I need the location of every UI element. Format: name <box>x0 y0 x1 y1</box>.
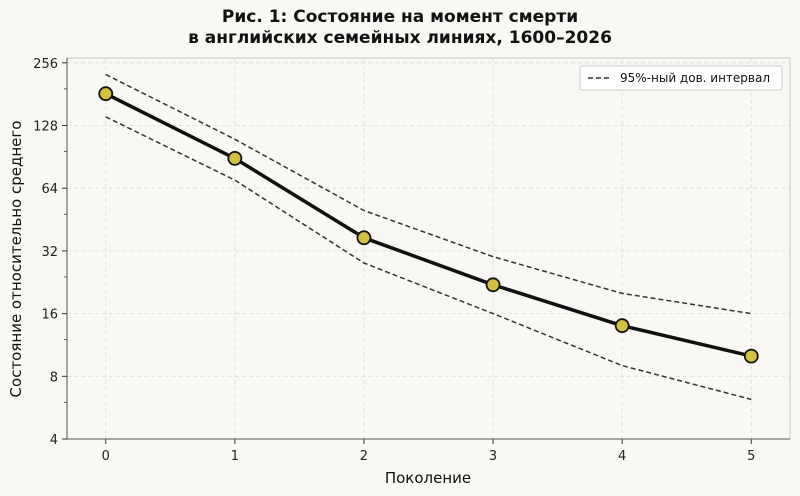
chart-title-line-2: в английских семейных линиях, 1600–2026 <box>188 28 612 48</box>
axes: 0 1 2 3 4 5 4 8 16 32 64 128 256 <box>33 57 790 464</box>
x-tick-label: 5 <box>747 449 755 464</box>
x-tick-label: 0 <box>102 449 110 464</box>
y-tick-label: 16 <box>41 308 58 323</box>
series-line-ci_upper <box>105 73 752 315</box>
x-tick-label: 3 <box>489 449 497 464</box>
x-axis-label: Поколение <box>385 469 471 487</box>
x-tick-label: 2 <box>360 449 368 464</box>
legend-box <box>579 65 783 91</box>
data-point <box>356 230 372 246</box>
chart-title: Рис. 1: Состояние на момент смерти в анг… <box>0 7 800 49</box>
grid <box>67 58 790 439</box>
y-axis-label: Состояние относительно среднего <box>7 121 25 398</box>
legend: 95%-ный дов. интервал <box>579 65 783 91</box>
data-point <box>614 318 630 334</box>
x-tick-label: 4 <box>618 449 626 464</box>
series-group <box>98 73 759 401</box>
y-tick-label: 64 <box>41 182 58 197</box>
y-tick-label: 8 <box>50 370 58 385</box>
y-tick-label: 256 <box>33 57 58 72</box>
plot-area <box>66 57 791 440</box>
series-line-mean <box>104 92 752 358</box>
legend-label-ci: 95%-ный дов. интервал <box>620 71 770 85</box>
data-point <box>743 348 759 364</box>
chart-title-line-1: Рис. 1: Состояние на момент смерти <box>221 7 579 27</box>
data-point <box>227 150 243 166</box>
y-tick-label: 32 <box>41 245 58 260</box>
data-point <box>485 277 501 293</box>
x-tick-label: 1 <box>231 449 239 464</box>
data-point <box>98 86 114 102</box>
y-tick-label: 128 <box>33 120 58 135</box>
y-tick-label: 4 <box>50 433 58 448</box>
